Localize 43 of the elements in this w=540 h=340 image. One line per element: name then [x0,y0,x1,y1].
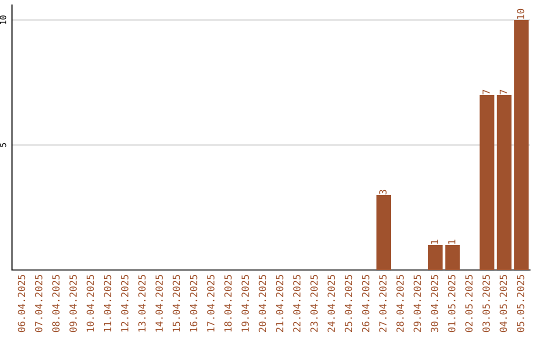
x-tick-label: 08.04.2025 [52,274,60,332]
x-tick-label: 14.04.2025 [155,274,163,332]
x-tick-label: 04.05.2025 [500,274,508,332]
x-tick-label: 25.04.2025 [344,274,352,332]
x-tick-label: 18.04.2025 [224,274,232,332]
x-tick-label: 26.04.2025 [362,274,370,332]
x-tick-label: 11.04.2025 [104,274,112,332]
data-label: 7 [482,90,490,94]
x-tick-label: 20.04.2025 [258,274,266,332]
x-tick-label: 09.04.2025 [69,274,77,332]
bar [445,245,460,270]
x-tick-label: 28.04.2025 [396,274,404,332]
x-tick-label: 23.04.2025 [310,274,318,332]
x-tick-label: 19.04.2025 [242,274,249,332]
x-tick-label: 16.04.2025 [190,274,198,332]
bar [496,95,512,270]
bar [480,95,494,270]
data-label: 1 [430,240,438,244]
x-tick-label: 02.05.2025 [465,274,473,332]
bar [514,20,529,270]
x-tick-label: 27.04.2025 [379,274,387,332]
x-tick-label: 21.04.2025 [276,274,284,332]
x-tick-label: 05.05.2025 [516,274,524,332]
x-tick-label: 12.04.2025 [121,274,128,332]
x-tick-label: 29.04.2025 [414,274,421,332]
bar [376,195,392,270]
x-tick-label: 17.04.2025 [207,274,214,332]
data-label: 3 [379,190,387,194]
x-tick-label: 22.04.2025 [293,274,301,332]
data-label: 1 [448,240,456,244]
x-tick-label: 07.04.2025 [35,274,42,332]
y-tick-label: 5 [0,143,6,147]
x-tick-label: 15.04.2025 [172,274,180,332]
bar [428,245,443,270]
data-label: 10 [516,8,524,19]
x-tick-label: 06.04.2025 [18,274,26,332]
x-tick-label: 30.04.2025 [430,274,438,332]
x-tick-label: 13.04.2025 [138,274,146,332]
x-tick-label: 10.04.2025 [86,274,94,332]
x-tick-label: 03.05.2025 [482,274,490,332]
x-tick-label: 01.05.2025 [448,274,456,332]
data-label: 7 [500,90,507,94]
x-tick-label: 24.04.2025 [328,274,335,332]
